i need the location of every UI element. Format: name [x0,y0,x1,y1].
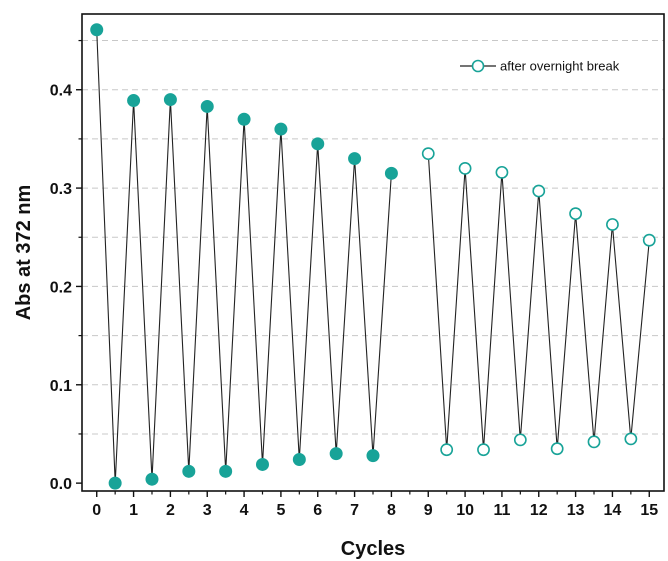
data-point-open [421,147,435,161]
legend: after overnight break [460,59,620,74]
grid-lines [82,40,664,435]
data-point-filled [292,453,306,467]
series-line-0 [96,29,392,484]
y-tick-label: 0.3 [50,181,72,198]
data-point-open [513,433,527,447]
legend-marker [471,59,485,73]
x-tick-label: 1 [129,502,138,519]
x-tick-label: 2 [166,502,175,519]
data-point-open [624,432,638,446]
data-point-open [495,165,509,179]
axis-ticks: 0 1 2 3 4 5 6 7 8 9 10 11 12 13 14 150.00.10.20.30.4 [50,39,658,519]
y-tick-label: 0.0 [50,476,72,493]
x-tick-label: 13 [567,502,585,519]
legend-label: after overnight break [500,59,620,74]
data-point-filled [274,122,288,136]
x-tick-label: 14 [604,502,622,519]
x-tick-label: 4 [240,502,249,519]
data-point-filled [145,472,159,486]
data-point-open [642,233,656,247]
series-line-1 [427,153,650,450]
data-point-filled [90,23,104,37]
data-point-filled [163,93,177,107]
data-point-filled [219,464,233,478]
x-tick-label: 9 [424,502,433,519]
x-tick-label: 0 [92,502,101,519]
x-tick-label: 10 [456,502,474,519]
data-point-filled [255,457,269,471]
x-tick-label: 8 [387,502,396,519]
data-point-open [532,184,546,198]
x-tick-label: 7 [350,502,359,519]
y-axis-title: Abs at 372 nm [13,185,35,321]
data-point-open [440,443,454,457]
x-tick-label: 11 [493,502,510,519]
data-point-filled [182,464,196,478]
y-tick-label: 0.1 [50,378,72,395]
data-point-filled [366,449,380,463]
data-point-filled [200,99,214,113]
data-point-filled [237,112,251,126]
data-point-open [477,443,490,457]
data-point-open [550,442,564,456]
x-tick-label: 12 [530,502,548,519]
data-point-open [587,435,601,449]
data-point-open [458,162,472,175]
data-markers [90,23,656,490]
x-tick-label: 6 [313,502,322,519]
data-point-filled [108,476,122,490]
plot-frame [81,13,665,492]
y-tick-label: 0.2 [50,279,72,296]
data-point-filled [348,152,362,166]
data-point-open [606,218,619,231]
x-tick-label: 15 [640,502,658,519]
data-point-open [569,207,582,221]
x-tick-label: 3 [203,502,212,519]
data-point-filled [384,166,398,180]
x-axis-title: Cycles [341,538,406,560]
data-point-filled [329,447,343,461]
y-tick-label: 0.4 [50,83,72,100]
data-point-filled [127,94,141,108]
data-point-filled [311,137,325,151]
connecting-lines [96,29,650,484]
x-tick-label: 5 [276,502,285,519]
